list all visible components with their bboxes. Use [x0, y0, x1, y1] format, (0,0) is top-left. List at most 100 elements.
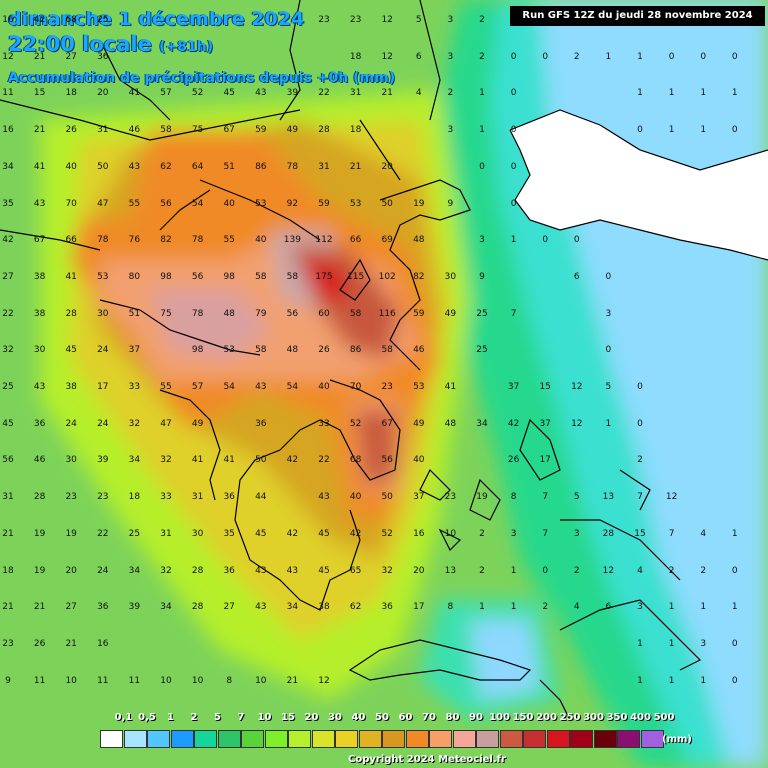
- legend-swatch: [241, 730, 264, 748]
- grid-value: 27: [223, 602, 235, 613]
- grid-value: 22: [2, 308, 14, 319]
- grid-value: 6: [573, 271, 580, 282]
- grid-value: 80: [128, 271, 141, 282]
- grid-value: 2: [573, 565, 580, 576]
- grid-value: 43: [33, 198, 46, 209]
- grid-value: 23: [65, 492, 77, 503]
- grid-value: 0: [668, 51, 675, 62]
- grid-value: 16: [2, 15, 14, 25]
- grid-value: 31: [160, 528, 172, 539]
- grid-value: 102: [378, 271, 396, 282]
- copyright: Copyright 2024 Meteociel.fr: [348, 754, 506, 765]
- grid-value: 1: [510, 602, 517, 613]
- grid-value: 1: [668, 125, 675, 136]
- grid-value: 37: [507, 382, 520, 392]
- legend-label: 5: [214, 712, 221, 723]
- grid-value: 28: [602, 528, 615, 539]
- grid-value: 21: [2, 528, 14, 539]
- grid-value: 56: [286, 308, 299, 319]
- grid-value: 2: [479, 15, 485, 25]
- grid-value: 7: [542, 492, 549, 503]
- legend-swatch: [335, 730, 358, 748]
- grid-value: 53: [255, 198, 267, 209]
- grid-value: 36: [381, 602, 393, 613]
- grid-value: 12: [665, 492, 678, 503]
- grid-value: 50: [381, 492, 393, 503]
- grid-value: 3: [447, 15, 454, 25]
- grid-value: 43: [128, 161, 141, 172]
- grid-value: 78: [286, 161, 299, 172]
- grid-value: 16: [413, 528, 425, 539]
- grid-value: 18: [2, 565, 14, 576]
- grid-value: 54: [286, 382, 299, 392]
- coastlines: [0, 0, 768, 721]
- legend-label: 7: [237, 712, 245, 723]
- grid-value: 16: [97, 638, 109, 649]
- grid-value: 25: [97, 15, 109, 25]
- grid-value: 40: [65, 161, 77, 172]
- grid-value: 12: [571, 382, 583, 392]
- grid-value: 21: [381, 88, 393, 99]
- grid-value: 9: [447, 198, 454, 209]
- grid-value: 98: [160, 271, 172, 282]
- grid-value: 35: [223, 528, 235, 539]
- grid-value: 116: [378, 308, 396, 319]
- grid-value: 1: [605, 51, 612, 62]
- grid-value: 0: [510, 161, 517, 172]
- grid-value: 46: [413, 345, 425, 356]
- grid-value: 39: [128, 602, 141, 613]
- grid-value: 23: [381, 382, 393, 392]
- grid-value: 52: [191, 88, 204, 99]
- grid-value: 1: [731, 88, 738, 99]
- grid-value: 41: [444, 382, 457, 392]
- grid-value: 43: [255, 602, 267, 613]
- grid-value: 0: [637, 418, 643, 429]
- grid-value: 38: [33, 271, 46, 282]
- grid-value: 42: [349, 528, 362, 539]
- grid-value: 0: [605, 345, 612, 356]
- grid-value: 26: [33, 638, 46, 649]
- grid-value: 40: [318, 382, 330, 392]
- grid-value: 42: [2, 235, 14, 246]
- grid-value: 112: [315, 235, 333, 246]
- grid-value: 53: [223, 345, 235, 356]
- legend-label: 100: [489, 712, 510, 723]
- grid-value: 15: [539, 382, 551, 392]
- grid-value: 36: [33, 418, 46, 429]
- grid-value: 59: [255, 125, 267, 136]
- grid-value: 37: [413, 492, 425, 503]
- grid-value: 70: [65, 198, 77, 209]
- grid-value: 34: [2, 161, 14, 172]
- grid-value: 0: [637, 382, 643, 392]
- grid-value: 54: [191, 198, 204, 209]
- grid-value: 12: [381, 51, 393, 62]
- grid-value: 40: [223, 198, 235, 209]
- legend-label: 15: [281, 712, 295, 723]
- legend-label: 10: [257, 712, 272, 723]
- grid-value: 62: [349, 602, 362, 613]
- grid-value: 98: [223, 271, 235, 282]
- grid-value: 42: [507, 418, 520, 429]
- grid-value: 2: [700, 565, 707, 576]
- legend-swatch: [123, 730, 147, 748]
- grid-value: 12: [571, 418, 583, 429]
- legend-swatch: [100, 730, 123, 748]
- grid-value: 51: [223, 161, 235, 172]
- grid-value: 43: [286, 565, 299, 576]
- grid-value: 62: [160, 161, 172, 172]
- grid-value: 0: [542, 51, 549, 62]
- grid-value: 58: [255, 345, 267, 356]
- grid-value: 9: [5, 675, 11, 686]
- grid-value: 2: [479, 528, 485, 539]
- grid-value: 5: [573, 492, 580, 503]
- grid-value: 11: [33, 675, 46, 686]
- grid-value: 18: [128, 492, 141, 503]
- grid-value: 34: [286, 602, 299, 613]
- legend-label: 0,5: [138, 712, 156, 723]
- grid-value: 1: [637, 88, 643, 99]
- grid-value: 26: [318, 345, 330, 356]
- legend-label: 40: [351, 712, 366, 723]
- grid-value: 65: [349, 565, 362, 576]
- grid-value: 32: [160, 565, 172, 576]
